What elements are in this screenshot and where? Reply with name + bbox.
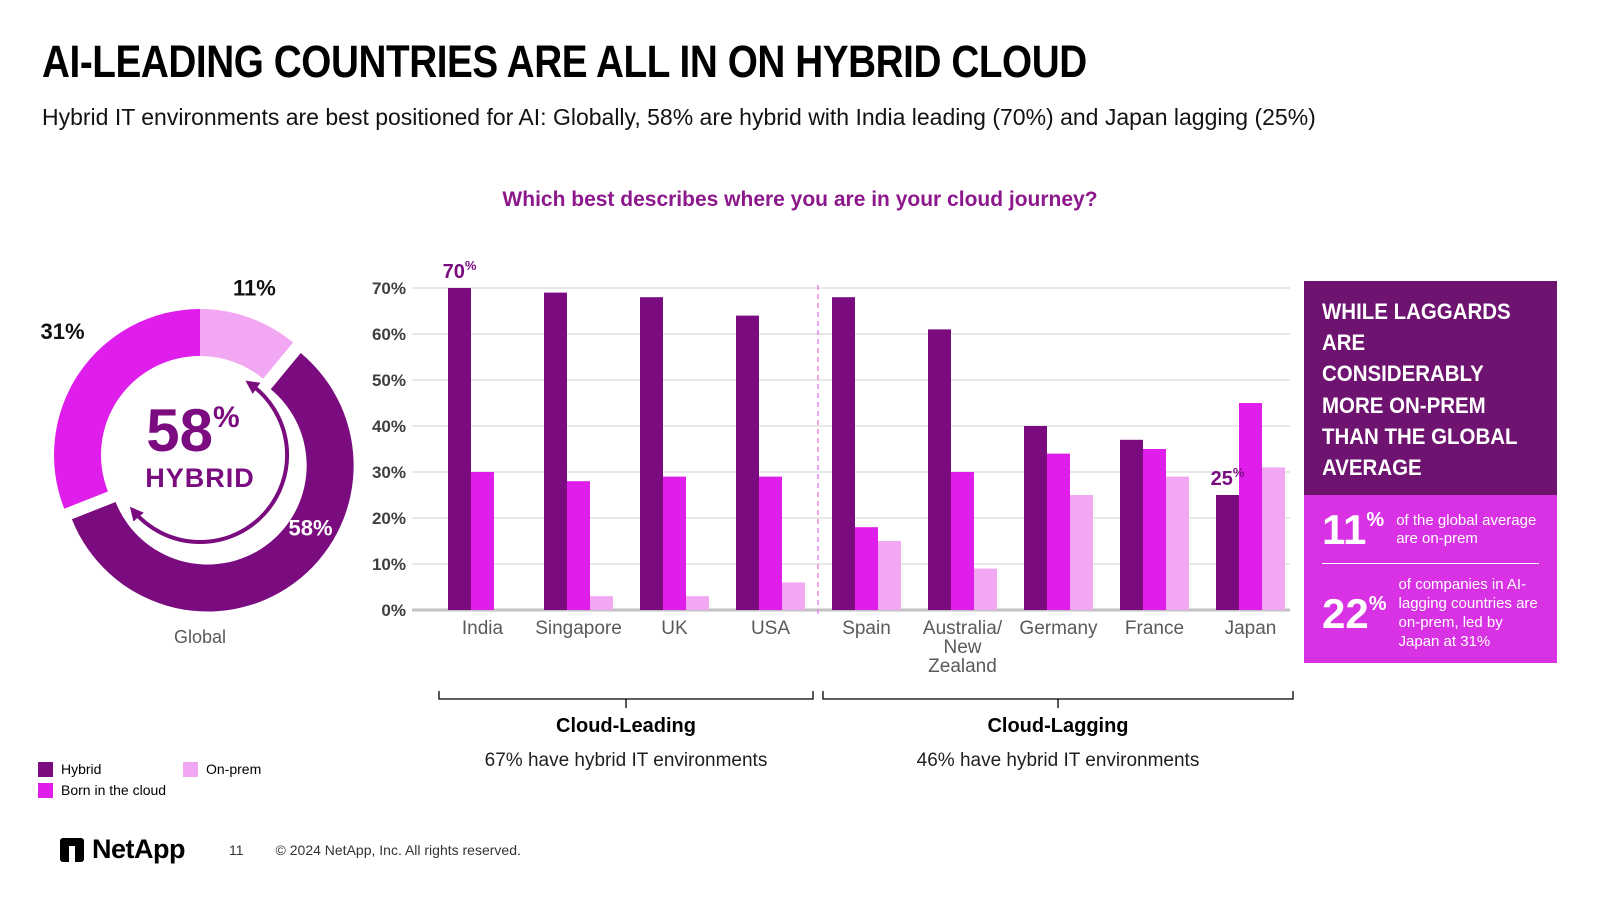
netapp-logo-icon [60, 837, 84, 862]
footer: NetApp 11 © 2024 NetApp, Inc. All rights… [60, 834, 521, 865]
x-axis-category-label: Japan [1225, 618, 1277, 639]
legend-label: Hybrid [61, 761, 102, 777]
bar-on-prem [878, 541, 901, 610]
bar-on-prem [974, 568, 997, 610]
bar-born-in-the-cloud [951, 472, 974, 610]
bar-value-callout: 70% [443, 258, 477, 283]
legend-item-born-in-cloud: Born in the cloud [38, 782, 183, 798]
page-subtitle: Hybrid IT environments are best position… [42, 104, 1316, 130]
bar-on-prem [1262, 467, 1285, 610]
donut-slice-born-in-the-cloud [54, 309, 201, 509]
x-axis-category-label: France [1125, 618, 1184, 639]
legend-item-onprem: On-prem [183, 761, 261, 777]
bar-born-in-the-cloud [759, 476, 782, 610]
donut-slice-hybrid [71, 353, 354, 612]
bar-hybrid [1024, 426, 1047, 610]
x-axis-category-label: New [943, 637, 981, 658]
page-number: 11 [229, 841, 244, 858]
callout-panel: WHILE LAGGARDS ARE CONSIDERABLY MORE ON-… [1304, 281, 1557, 664]
y-axis-tick-label: 60% [372, 325, 406, 344]
bar-born-in-the-cloud [855, 527, 878, 610]
x-axis-category-label: Zealand [928, 656, 997, 677]
group-label: Cloud-Leading [556, 715, 696, 737]
donut-center-label: HYBRID [145, 463, 255, 493]
stat-description: of the global average are on-prem [1396, 511, 1537, 548]
x-axis-category-label: Australia/ [923, 618, 1003, 639]
bar-born-in-the-cloud [567, 481, 590, 610]
group-bracket [438, 691, 814, 700]
y-axis-tick-label: 70% [372, 279, 406, 298]
stat-value: 22% [1322, 589, 1387, 637]
y-axis-tick-label: 20% [372, 509, 406, 528]
bar-born-in-the-cloud [1143, 449, 1166, 610]
stat-row-onprem-lagging: 22% of companies in AI-lagging countries… [1322, 576, 1539, 651]
panel-divider [1322, 563, 1539, 565]
bar-born-in-the-cloud [1047, 453, 1070, 610]
bar-value-callout: 25% [1211, 465, 1245, 490]
legend-label: On-prem [206, 761, 262, 777]
cycle-arrow-icon [129, 380, 290, 545]
legend-item-hybrid: Hybrid [38, 761, 183, 777]
bar-hybrid [448, 288, 471, 610]
y-axis-tick-label: 30% [372, 463, 406, 482]
stat-description: of companies in AI-lagging countries are… [1398, 576, 1538, 650]
group-note: 67% have hybrid IT environments [485, 750, 768, 771]
panel-headline: WHILE LAGGARDS ARE CONSIDERABLY MORE ON-… [1304, 281, 1557, 496]
bar-hybrid [640, 297, 663, 610]
bar-born-in-the-cloud [1239, 403, 1262, 610]
legend-swatch-hybrid [38, 761, 53, 777]
y-axis-tick-label: 40% [372, 417, 406, 436]
donut-caption: Global [174, 627, 226, 647]
legend-label: Born in the cloud [61, 782, 167, 798]
page-title: AI-LEADING COUNTRIES ARE ALL IN ON HYBRI… [42, 36, 1087, 87]
donut-slices [54, 309, 354, 612]
y-axis-tick-label: 50% [372, 371, 406, 390]
x-axis-category-label: UK [661, 618, 688, 639]
donut-slice-label: 58% [288, 515, 332, 540]
legend-swatch-born-in-cloud [38, 782, 53, 798]
bar-on-prem [1070, 495, 1093, 610]
bar-born-in-the-cloud [663, 476, 686, 610]
bar-on-prem [1166, 476, 1189, 610]
x-axis-category-label: India [462, 618, 504, 639]
y-axis-tick-label: 10% [372, 555, 406, 574]
x-axis-category-label: Germany [1019, 618, 1098, 639]
donut-center-value: 58% [146, 397, 239, 464]
bar-chart-cloud-journey: 0% 10% 20% 30% 40% 50% 60% 70% India Singapore UK U… [372, 258, 1294, 771]
brand-wordmark: NetApp [92, 834, 186, 864]
x-axis-category-label: Singapore [535, 618, 622, 639]
group-bracket [822, 691, 1294, 700]
legend-swatch-onprem [183, 761, 198, 777]
group-label: Cloud-Lagging [987, 715, 1128, 737]
bar-born-in-the-cloud [471, 472, 494, 610]
y-axis-tick-label: 0% [381, 601, 406, 620]
legend: Hybrid On-prem Born in the cloud [38, 761, 261, 798]
stat-row-onprem-global: 11% of the global average are on-prem [1322, 509, 1539, 551]
donut-callout-labels: 11% 58% 31% [40, 276, 332, 541]
copyright-text: © 2024 NetApp, Inc. All rights reserved. [275, 841, 521, 858]
bar-on-prem [590, 596, 613, 610]
panel-body: 11% of the global average are on-prem 22… [1304, 495, 1557, 664]
x-axis-category-label: Spain [842, 618, 891, 639]
donut-slice-on-prem [200, 309, 294, 379]
bar-hybrid [1120, 439, 1143, 610]
donut-slice-label: 31% [40, 319, 84, 344]
bar-hybrid [736, 315, 759, 610]
x-axis-category-label: USA [751, 618, 790, 639]
bar-hybrid [832, 297, 855, 610]
bar-hybrid [928, 329, 951, 610]
bar-hybrid [1216, 495, 1239, 610]
bar-on-prem [686, 596, 709, 610]
group-note: 46% have hybrid IT environments [917, 750, 1200, 771]
bar-hybrid [544, 292, 567, 610]
bar-on-prem [782, 582, 805, 610]
donut-chart-global: 58% HYBRID Global 11% 58% 31% [40, 276, 354, 647]
stat-value: 11% [1322, 506, 1385, 554]
donut-slice-label: 11% [233, 276, 276, 301]
chart-question: Which best describes where you are in yo… [502, 188, 1098, 211]
